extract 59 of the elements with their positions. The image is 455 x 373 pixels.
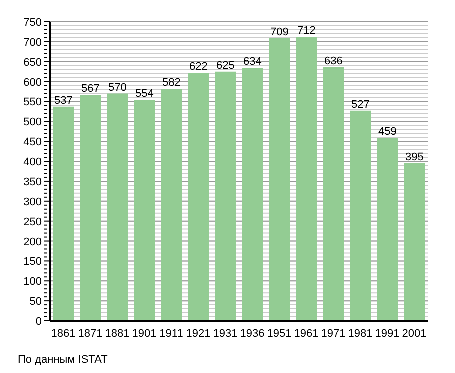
text: По данным ISTAT bbox=[18, 354, 108, 366]
bar bbox=[296, 37, 318, 321]
y-tick-label: 50 bbox=[30, 296, 42, 308]
data-label: 395 bbox=[406, 152, 424, 164]
x-tick-label: 1991 bbox=[375, 328, 400, 340]
data-label: 554 bbox=[136, 88, 154, 100]
y-tick-label: 0 bbox=[36, 316, 42, 328]
x-tick-label: 1961 bbox=[294, 328, 319, 340]
bar bbox=[377, 138, 398, 321]
data-label: 537 bbox=[54, 94, 73, 107]
x-tick-label: 1871 bbox=[78, 328, 103, 340]
y-tick-label: 550 bbox=[24, 96, 42, 109]
x-tick-label: 1921 bbox=[186, 328, 211, 340]
y-tick-label: 300 bbox=[24, 196, 42, 208]
data-label: 567 bbox=[82, 82, 100, 95]
y-tick-label: 350 bbox=[24, 176, 42, 188]
y-tick-label: 750 bbox=[24, 17, 42, 29]
data-label: 634 bbox=[244, 56, 262, 68]
bar bbox=[80, 94, 102, 321]
y-tick-label: 650 bbox=[24, 56, 42, 69]
x-tick-label: 1931 bbox=[213, 328, 238, 340]
data-label: 636 bbox=[324, 55, 343, 68]
bar bbox=[161, 88, 182, 321]
y-tick-label: 100 bbox=[24, 276, 42, 288]
y-tick-label: 450 bbox=[24, 136, 42, 149]
bar bbox=[242, 68, 264, 321]
bar bbox=[53, 106, 74, 321]
x-tick-label: 1881 bbox=[105, 328, 130, 340]
data-label: 570 bbox=[108, 82, 127, 94]
data-label: 709 bbox=[270, 26, 289, 38]
x-tick-label: 1901 bbox=[132, 328, 157, 340]
bar bbox=[134, 100, 156, 321]
bar bbox=[107, 94, 128, 321]
y-tick-label: 250 bbox=[24, 216, 42, 228]
data-label: 459 bbox=[378, 126, 397, 138]
bar bbox=[350, 110, 372, 321]
bar bbox=[269, 38, 290, 321]
x-tick-label: 1971 bbox=[321, 328, 346, 340]
bar bbox=[215, 72, 236, 321]
x-tick-label: 1861 bbox=[51, 328, 76, 340]
x-tick-label: 1951 bbox=[267, 328, 292, 340]
x-tick-label: 1911 bbox=[160, 328, 184, 340]
y-tick-label: 700 bbox=[24, 36, 42, 49]
x-tick-label: 1936 bbox=[240, 328, 265, 340]
data-label: 625 bbox=[216, 60, 235, 72]
y-tick-label: 400 bbox=[24, 156, 42, 169]
data-label: 712 bbox=[298, 25, 316, 38]
y-tick-label: 600 bbox=[24, 76, 42, 89]
bar bbox=[323, 67, 344, 321]
bar bbox=[404, 164, 426, 321]
y-tick-label: 200 bbox=[24, 236, 42, 248]
data-label: 527 bbox=[352, 98, 370, 111]
y-tick-label: 150 bbox=[24, 256, 42, 268]
data-label: 582 bbox=[162, 76, 181, 89]
x-tick-label: 2001 bbox=[402, 328, 427, 340]
data-label: 622 bbox=[190, 61, 208, 74]
bar bbox=[188, 73, 210, 321]
y-tick-label: 500 bbox=[24, 116, 42, 129]
x-tick-label: 1981 bbox=[348, 328, 373, 340]
